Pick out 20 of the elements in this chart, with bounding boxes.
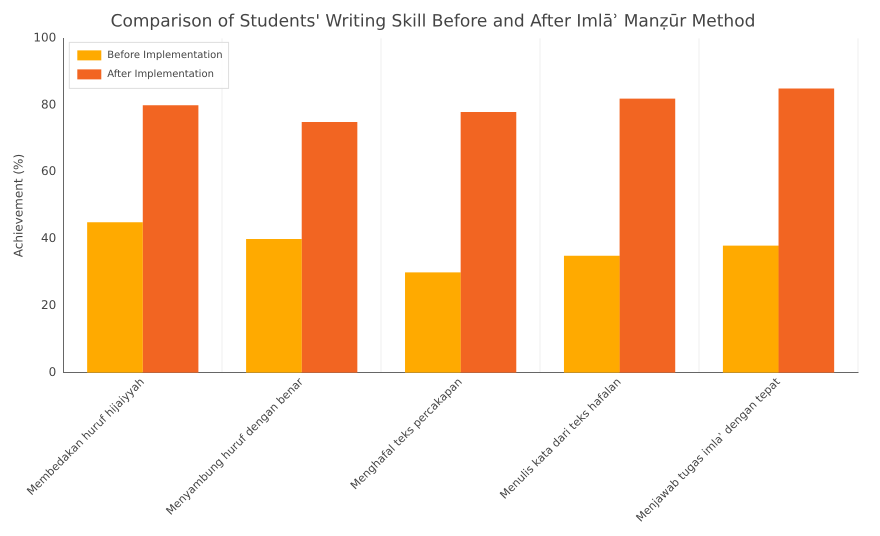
legend-label: Before Implementation: [107, 50, 223, 61]
bar: [778, 88, 834, 373]
bar: [87, 222, 143, 373]
y-axis-title: Achievement (%): [11, 154, 26, 258]
y-tick-label: 20: [41, 298, 56, 312]
y-tick-label: 40: [41, 231, 56, 246]
bar: [142, 105, 198, 373]
y-tick-label: 60: [41, 164, 56, 178]
bar: [246, 238, 302, 373]
bar: [405, 272, 461, 373]
y-tick-label: 0: [48, 364, 56, 379]
y-tick-label: 100: [33, 30, 56, 45]
bar: [620, 98, 676, 373]
legend-label: After Implementation: [107, 68, 214, 80]
bar: [564, 256, 620, 373]
bar: [460, 112, 516, 373]
bar: [722, 246, 779, 373]
bar: [302, 122, 358, 373]
chart-title: Comparison of Students' Writing Skill Before and After Imlāʾ Manẓūr Method: [110, 12, 756, 32]
y-tick-label: 80: [41, 97, 56, 112]
